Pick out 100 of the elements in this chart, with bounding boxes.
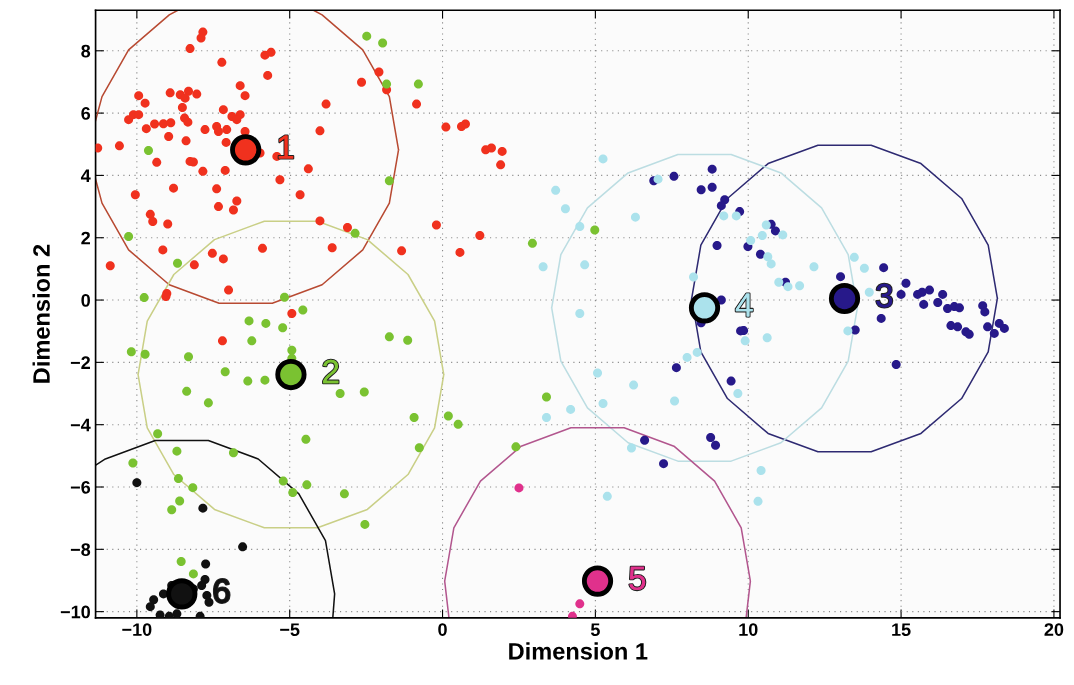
point [378, 38, 388, 48]
point [774, 277, 784, 287]
series-label: 2 [323, 359, 339, 384]
point [711, 440, 721, 450]
point [740, 336, 750, 346]
point [198, 503, 208, 513]
point [197, 580, 207, 590]
point [795, 281, 805, 291]
point [726, 376, 736, 386]
x-tick-label: 15 [892, 623, 911, 636]
point [629, 380, 639, 390]
point [733, 389, 743, 399]
series-label: 4 [735, 293, 753, 317]
point [762, 333, 772, 343]
point [453, 419, 463, 429]
point [132, 478, 142, 488]
point [707, 182, 717, 192]
point [953, 322, 963, 332]
point [514, 483, 524, 493]
y-tick-label: 6 [81, 107, 91, 120]
point [280, 292, 289, 302]
point [166, 578, 198, 610]
point [173, 258, 183, 268]
point [843, 326, 853, 336]
point [836, 272, 846, 282]
point [980, 307, 990, 317]
point [653, 174, 663, 184]
point [706, 432, 716, 442]
point [849, 252, 859, 262]
line-series [443, 427, 752, 618]
point [203, 398, 213, 408]
point [124, 231, 134, 241]
series-label: 5 [629, 566, 646, 591]
series-label: 3 [876, 283, 893, 308]
point [761, 220, 771, 230]
point [602, 491, 612, 501]
point [566, 404, 576, 414]
point [746, 236, 756, 246]
point [339, 489, 349, 499]
y-axis-title: Dimension 2 [32, 244, 50, 383]
point [630, 212, 640, 222]
point [692, 347, 702, 357]
y-tick-label: −8 [70, 543, 91, 557]
point [731, 211, 741, 221]
point [230, 134, 262, 166]
point [278, 476, 288, 486]
point [527, 238, 537, 248]
point [712, 241, 722, 251]
x-axis-title: Dimension 1 [509, 642, 648, 660]
point [828, 282, 861, 315]
point [669, 171, 679, 181]
point [901, 278, 911, 288]
x-tick-label: −10 [122, 623, 152, 636]
point [671, 363, 681, 373]
point [188, 569, 198, 579]
point [598, 154, 608, 164]
point [933, 298, 943, 308]
point [659, 459, 669, 469]
point [173, 474, 183, 484]
point [182, 386, 192, 396]
point [859, 263, 869, 273]
point [757, 231, 767, 241]
x-tick-label: 10 [739, 623, 758, 636]
point [766, 259, 776, 269]
point [626, 443, 636, 453]
point [176, 556, 186, 566]
point [301, 434, 311, 444]
point [581, 565, 614, 597]
point [682, 352, 692, 362]
point [172, 609, 182, 618]
point [541, 392, 551, 402]
point [153, 429, 163, 439]
series-label: 6 [214, 579, 230, 603]
y-tick-label: 4 [80, 169, 91, 182]
point [172, 446, 182, 456]
point [770, 226, 780, 236]
point [753, 496, 763, 506]
y-tick-label: 8 [81, 44, 91, 58]
point [919, 299, 929, 309]
point [567, 611, 577, 618]
point [560, 204, 570, 214]
point [538, 262, 548, 272]
y-tick-label: −6 [70, 480, 91, 494]
point [414, 443, 424, 453]
point [247, 336, 257, 346]
point [511, 442, 521, 452]
point [287, 345, 297, 355]
point [443, 411, 453, 421]
point [688, 292, 721, 324]
point [575, 599, 585, 609]
point [384, 176, 394, 186]
point [541, 413, 551, 423]
point [298, 305, 308, 315]
point [139, 293, 149, 303]
point [167, 505, 177, 515]
point [403, 335, 413, 345]
point [593, 368, 603, 378]
x-tick-label: −5 [280, 623, 300, 636]
series-label: 1 [278, 135, 294, 159]
point [598, 399, 608, 408]
